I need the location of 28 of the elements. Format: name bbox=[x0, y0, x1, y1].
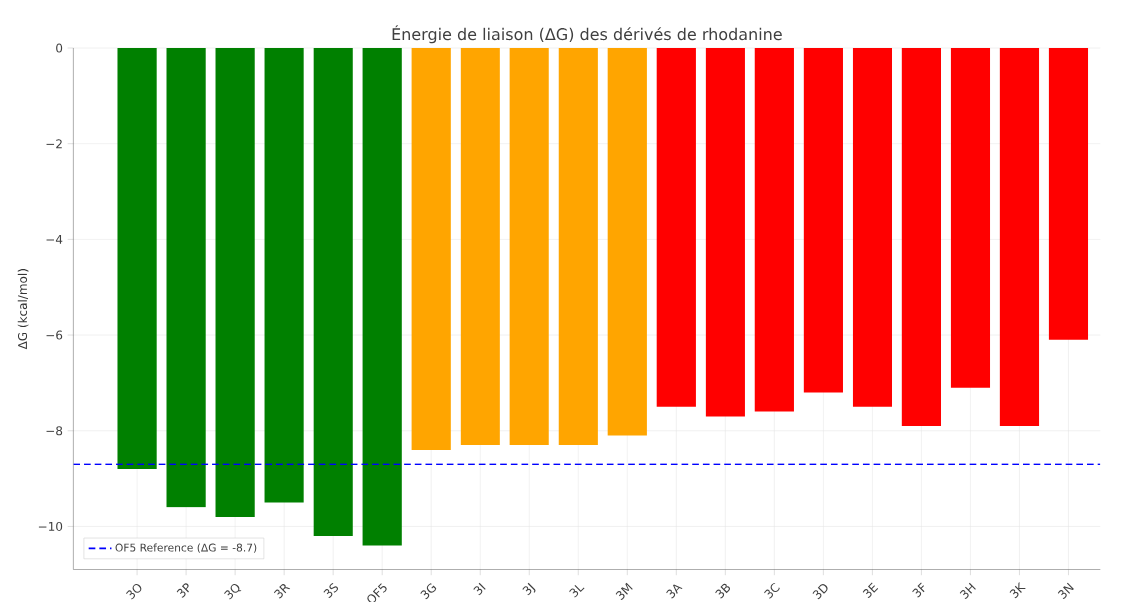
x-tick-label: 3N bbox=[1057, 582, 1074, 599]
x-tick-label: 3I bbox=[473, 582, 486, 596]
x-tick-label: 3G bbox=[420, 583, 437, 600]
x-tick-label: 3D bbox=[812, 583, 828, 600]
x-tick-label: 3R bbox=[273, 583, 291, 599]
x-tick-label: 3E bbox=[862, 582, 879, 599]
x-tick-label: 3F bbox=[912, 582, 925, 598]
y-tick-label: −8 bbox=[46, 426, 63, 436]
legend-label: OF5 Reference (ΔG = -8.7) bbox=[115, 543, 257, 553]
x-tick-label: 3Q bbox=[224, 583, 242, 600]
x-tick-label: 3M bbox=[615, 582, 633, 600]
x-tick-label: 3J bbox=[522, 582, 536, 596]
y-tick-label: −4 bbox=[46, 234, 63, 244]
y-tick-label: 0 bbox=[56, 43, 63, 53]
x-tick-label: 3S bbox=[323, 582, 339, 599]
y-axis-title: ΔG (kcal/mol) bbox=[17, 269, 29, 350]
chart-title: Énergie de liaison (ΔG) des dérivés de rhodanine bbox=[392, 25, 782, 44]
x-tick-label: 3K bbox=[1009, 581, 1026, 599]
y-tick-label: −2 bbox=[46, 139, 62, 149]
y-tick-label: −10 bbox=[38, 521, 63, 531]
x-tick-label: 3O bbox=[126, 583, 142, 600]
x-tick-label: 3L bbox=[569, 584, 585, 598]
x-tick-label: 3B bbox=[715, 583, 731, 599]
x-tick-label: 3A bbox=[666, 584, 683, 599]
x-tick-label: 3H bbox=[959, 582, 976, 600]
y-tick-label: −6 bbox=[46, 330, 63, 340]
x-tick-label: 3C bbox=[764, 582, 780, 599]
x-tick-label: 3P bbox=[176, 583, 189, 598]
